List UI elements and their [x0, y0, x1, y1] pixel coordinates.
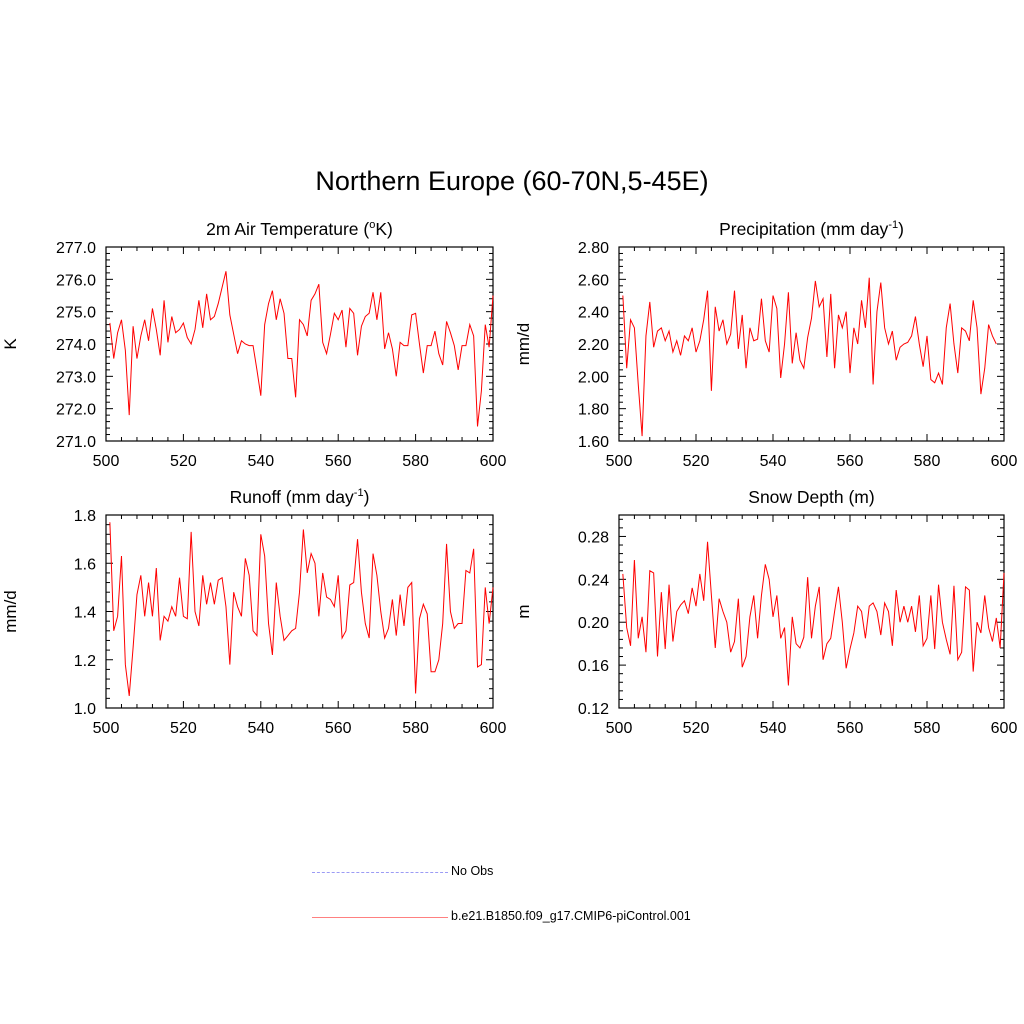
y-tick-label: 273.0 [56, 369, 96, 386]
panel-title: Runoff (mm day-1) [230, 487, 370, 507]
x-tick-label: 500 [606, 720, 633, 737]
y-tick-label: 1.4 [74, 605, 96, 622]
x-tick-label: 600 [991, 720, 1018, 737]
chart-panel-3: 500 520 540 560 580 600 1.0 1.2 1.4 1.6 1.8 mm/d Run… [1, 487, 506, 737]
legend-dashed-line-icon [312, 872, 448, 873]
y-tick-label: 2.80 [578, 240, 609, 257]
panel-title: Precipitation (mm day-1) [719, 219, 904, 239]
y-tick-label: 1.8 [74, 508, 96, 525]
y-tick-label: 276.0 [56, 272, 96, 289]
x-tick-label: 600 [480, 720, 507, 737]
x-tick-label: 500 [93, 720, 120, 737]
plot-frame [105, 246, 494, 442]
y-axis-label: K [1, 338, 20, 350]
y-tick-label: 1.6 [74, 556, 96, 573]
x-tick-label: 520 [683, 720, 710, 737]
y-tick-label: 0.12 [578, 701, 609, 718]
y-axis-label: mm/d [1, 590, 20, 633]
y-axis-label: m [514, 604, 533, 618]
x-tick-label: 560 [325, 720, 352, 737]
y-tick-label: 0.24 [578, 572, 609, 589]
y-tick-label: 271.0 [56, 434, 96, 451]
y-tick-label: 2.40 [578, 305, 609, 322]
panel-title: 2m Air Temperature (oK) [206, 219, 393, 239]
y-tick-label: 1.60 [578, 434, 609, 451]
y-tick-label: 2.60 [578, 272, 609, 289]
figure-title: Northern Europe (60-70N,5-45E) [315, 166, 709, 196]
y-tick-label: 0.20 [578, 615, 609, 632]
legend-label-no-obs: No Obs [451, 864, 494, 878]
y-tick-label: 277.0 [56, 240, 96, 257]
y-tick-label: 1.80 [578, 402, 609, 419]
x-tick-label: 580 [914, 453, 941, 470]
plot-frame [618, 246, 1005, 442]
y-tick-label: 0.16 [578, 658, 609, 675]
x-tick-label: 500 [606, 453, 633, 470]
series-line-model-run [109, 522, 494, 697]
x-tick-label: 520 [170, 453, 197, 470]
x-tick-label: 560 [837, 720, 864, 737]
chart-panel-1: 500 520 540 560 580 600 271.0 272.0 273.0 274.0 27… [1, 219, 506, 470]
x-tick-label: 520 [683, 453, 710, 470]
x-tick-label: 500 [93, 453, 120, 470]
plot-frame [105, 514, 494, 709]
series-line-model-run [622, 541, 1005, 686]
x-tick-label: 580 [402, 720, 429, 737]
x-tick-label: 600 [991, 453, 1018, 470]
x-tick-label: 580 [402, 453, 429, 470]
x-tick-label: 540 [247, 720, 274, 737]
series-line-model-run [622, 277, 997, 437]
series-line-model-run [109, 271, 494, 427]
legend-solid-line-icon [312, 917, 448, 918]
x-tick-label: 540 [760, 453, 787, 470]
y-tick-label: 275.0 [56, 305, 96, 322]
x-tick-label: 560 [837, 453, 864, 470]
chart-panel-2: 500 520 540 560 580 600 1.60 1.80 2.00 2.20 2.40 2.… [514, 219, 1017, 470]
y-tick-label: 1.2 [74, 653, 96, 670]
x-tick-label: 560 [325, 453, 352, 470]
plot-frame [618, 514, 1005, 709]
y-axis-label: mm/d [514, 323, 533, 366]
x-tick-label: 600 [480, 453, 507, 470]
y-tick-label: 274.0 [56, 337, 96, 354]
y-tick-label: 2.00 [578, 369, 609, 386]
x-tick-label: 580 [914, 720, 941, 737]
panel-title: Snow Depth (m) [748, 487, 874, 507]
x-tick-label: 540 [760, 720, 787, 737]
y-tick-label: 272.0 [56, 402, 96, 419]
chart-panel-4: 500 520 540 560 580 600 0.12 0.16 0.20 0.24 0.28 m S… [514, 487, 1017, 737]
y-tick-label: 1.0 [74, 701, 96, 718]
y-tick-label: 2.20 [578, 337, 609, 354]
x-tick-label: 520 [170, 720, 197, 737]
legend-label-model-run: b.e21.B1850.f09_g17.CMIP6-piControl.001 [451, 909, 691, 923]
y-tick-label: 0.28 [578, 529, 609, 546]
x-tick-label: 540 [247, 453, 274, 470]
